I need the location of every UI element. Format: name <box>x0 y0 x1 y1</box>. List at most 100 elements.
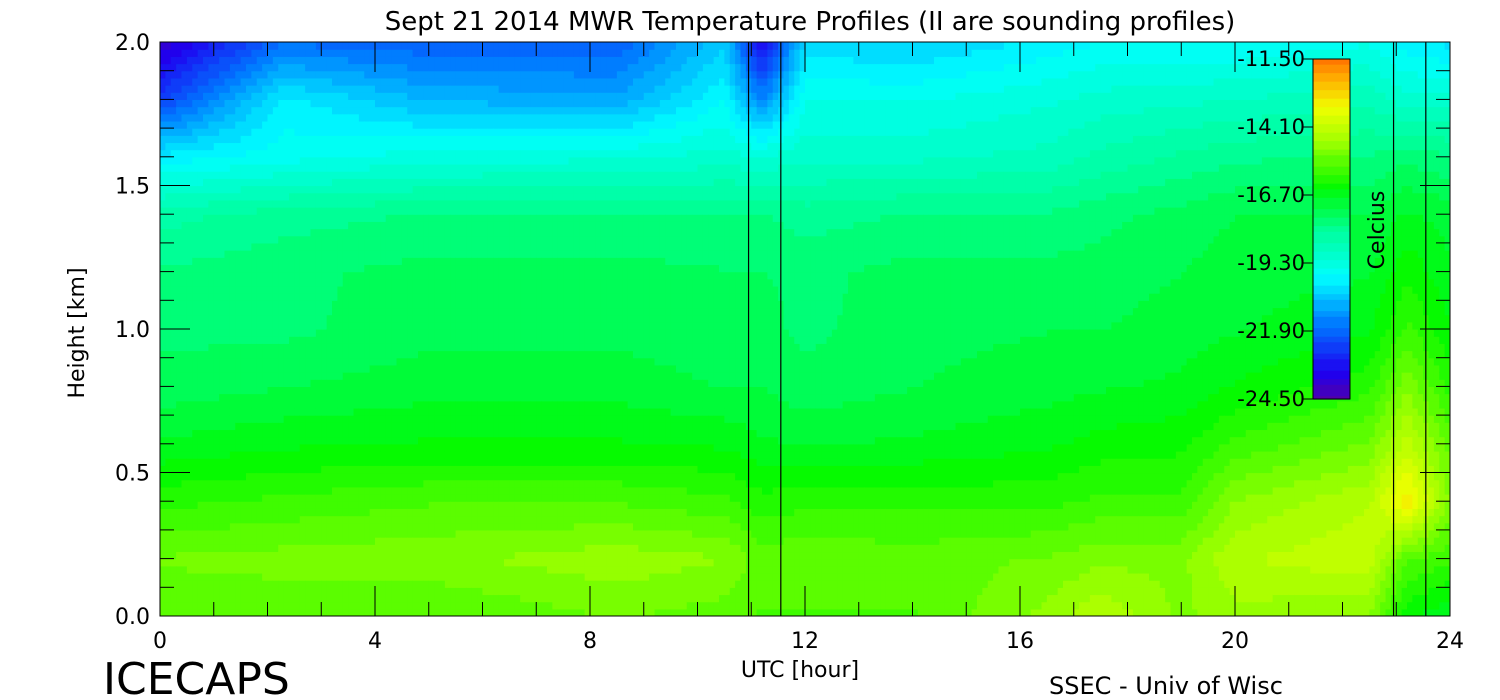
heatmap-cell <box>428 250 435 258</box>
heatmap-cell <box>181 400 188 409</box>
heatmap-cell <box>407 63 414 72</box>
heatmap-cell <box>455 77 462 86</box>
heatmap-cell <box>407 465 414 474</box>
heatmap-cell <box>160 486 166 495</box>
heatmap-cell <box>256 436 263 445</box>
heatmap-cell <box>240 415 247 423</box>
heatmap-cell <box>375 565 381 574</box>
heatmap-cell <box>353 565 360 574</box>
heatmap-cell <box>407 443 414 452</box>
heatmap-cell <box>471 235 478 244</box>
heatmap-cell <box>235 572 242 581</box>
heatmap-cell <box>434 192 441 201</box>
heatmap-cell <box>262 85 269 93</box>
heatmap-cell <box>203 307 209 316</box>
heatmap-cell <box>396 163 403 172</box>
heatmap-cell <box>482 458 489 466</box>
heatmap-cell <box>412 77 419 86</box>
heatmap-cell <box>181 587 188 596</box>
heatmap-cell <box>444 407 451 416</box>
heatmap-cell <box>385 185 392 194</box>
heatmap-cell <box>396 572 403 581</box>
heatmap-cell <box>240 486 247 495</box>
heatmap-cell <box>369 379 376 387</box>
heatmap-cell <box>380 77 387 86</box>
heatmap-cell <box>267 278 274 287</box>
heatmap-cell <box>310 278 317 287</box>
heatmap-cell <box>444 99 451 108</box>
heatmap-cell <box>299 508 306 517</box>
heatmap-cell <box>192 235 199 244</box>
heatmap-cell <box>428 278 435 287</box>
heatmap-cell <box>385 407 392 416</box>
heatmap-cell <box>176 379 183 387</box>
heatmap-cell <box>337 199 344 208</box>
heatmap-cell <box>487 235 494 244</box>
heatmap-cell <box>471 63 478 72</box>
heatmap-cell <box>213 364 220 373</box>
heatmap-cell <box>208 544 215 553</box>
heatmap-cell <box>326 285 333 294</box>
heatmap-cell <box>186 558 193 567</box>
heatmap-cell <box>310 350 317 359</box>
heatmap-cell <box>181 250 188 258</box>
heatmap-cell <box>321 336 328 344</box>
heatmap-cell <box>321 537 328 545</box>
heatmap-cell <box>332 565 338 574</box>
heatmap-cell <box>487 465 494 474</box>
heatmap-cell <box>246 443 252 452</box>
heatmap-cell <box>246 436 252 445</box>
heatmap-cell <box>203 357 209 366</box>
heatmap-cell <box>385 393 392 402</box>
heatmap-cell <box>412 329 419 337</box>
heatmap-cell <box>450 278 457 287</box>
heatmap-cell <box>256 307 263 316</box>
heatmap-cell <box>240 192 247 201</box>
heatmap-cell <box>466 364 473 373</box>
heatmap-cell <box>455 142 462 151</box>
heatmap-cell <box>170 486 177 495</box>
heatmap-cell <box>213 386 220 395</box>
heatmap-cell <box>353 185 360 194</box>
heatmap-cell <box>471 529 478 538</box>
heatmap-cell <box>229 221 236 230</box>
heatmap-cell <box>423 250 430 258</box>
heatmap-cell <box>181 307 188 316</box>
heatmap-cell <box>310 329 317 337</box>
heatmap-cell <box>235 207 242 215</box>
heatmap-cell <box>418 85 424 93</box>
heatmap-cell <box>401 529 408 538</box>
heatmap-cell <box>477 458 484 466</box>
heatmap-cell <box>181 372 188 380</box>
heatmap-cell <box>213 163 220 172</box>
heatmap-cell <box>186 199 193 208</box>
heatmap-cell <box>401 422 408 431</box>
heatmap-cell <box>197 436 204 445</box>
heatmap-cell <box>213 228 220 237</box>
heatmap-cell <box>305 386 312 395</box>
heatmap-cell <box>412 386 419 395</box>
heatmap-cell <box>181 221 188 230</box>
heatmap-cell <box>326 393 333 402</box>
heatmap-cell <box>197 494 204 502</box>
heatmap-cell <box>262 529 269 538</box>
heatmap-cell <box>337 235 344 244</box>
heatmap-cell <box>224 450 231 459</box>
heatmap-cell <box>176 163 183 172</box>
heatmap-cell <box>176 508 183 517</box>
heatmap-cell <box>482 185 489 194</box>
heatmap-cell <box>224 601 231 610</box>
heatmap-cell <box>326 415 333 423</box>
heatmap-cell <box>482 386 489 395</box>
heatmap-cell <box>358 199 365 208</box>
heatmap-cell <box>455 429 462 438</box>
heatmap-cell <box>337 587 344 596</box>
heatmap-cell <box>283 594 290 603</box>
heatmap-cell <box>208 92 215 100</box>
heatmap-cell <box>219 329 226 337</box>
heatmap-cell <box>380 92 387 100</box>
heatmap-cell <box>332 149 338 158</box>
heatmap-cell <box>267 522 274 531</box>
heatmap-cell <box>283 207 290 215</box>
heatmap-cell <box>428 415 435 423</box>
